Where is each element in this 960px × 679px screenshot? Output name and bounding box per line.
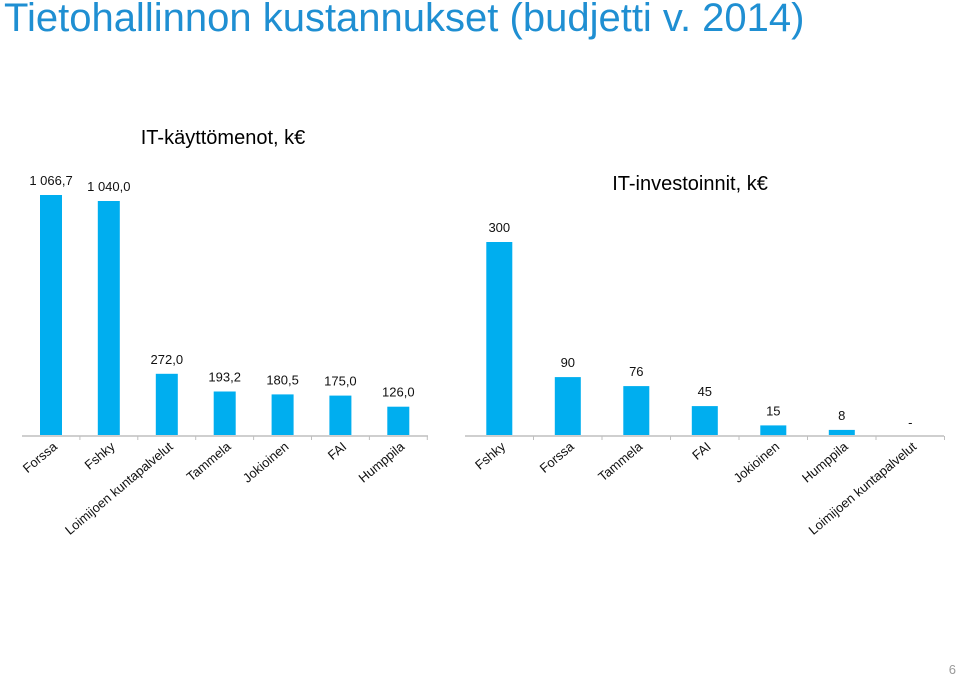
- category-label-forssa: Forssa: [20, 438, 61, 476]
- bar-humppila: [387, 406, 410, 435]
- bar-fai: [329, 395, 352, 435]
- value-labels-investments: 300 90 76 45 15 8 -: [488, 220, 912, 430]
- value-label-jokioinen: 15: [766, 403, 780, 418]
- value-label-fshky: 1 040,0: [87, 179, 130, 194]
- value-label-forssa: 1 066,7: [29, 173, 72, 188]
- it-investments-chart: IT-investoinnit, k€ 300 90 76 45 15 8 - Fshky F…: [465, 173, 945, 538]
- bar-fai: [691, 406, 718, 435]
- value-label-humppila: 126,0: [382, 385, 415, 400]
- value-label-jokioinen: 180,5: [266, 372, 299, 387]
- chart-title-operating-costs: IT-käyttömenot, k€: [141, 127, 306, 149]
- it-operating-costs-chart: IT-käyttömenot, k€ 1 066,7 1 040,0 272,0 19…: [20, 127, 428, 538]
- bar-fshky: [97, 201, 120, 435]
- category-label-fshky: Fshky: [82, 438, 119, 472]
- bars-investments: [486, 242, 945, 440]
- category-label-fai: FAI: [325, 439, 350, 463]
- value-label-tammela: 193,2: [208, 370, 241, 385]
- chart-title-investments: IT-investoinnit, k€: [612, 173, 768, 195]
- bar-tammela: [213, 391, 236, 435]
- category-label-tammela: Tammela: [184, 438, 235, 484]
- bars-operating-costs: [40, 195, 428, 440]
- value-label-forssa: 90: [561, 355, 575, 370]
- category-label-humppila: Humppila: [356, 438, 408, 485]
- value-label-humppila: 8: [838, 408, 845, 423]
- category-label-loimijoen-kuntapalvelut: Loimijoen kuntapalvelut: [62, 439, 176, 538]
- category-labels-investments: Fshky Forssa Tammela FAI Jokioinen HumppilaLo…: [472, 438, 919, 537]
- value-label-fai: 175,0: [324, 374, 357, 389]
- value-label-tammela: 76: [629, 364, 643, 379]
- value-label-loimijoen-kuntapalvelut: -: [908, 415, 912, 430]
- category-label-jokioinen: Jokioinen: [240, 439, 292, 486]
- category-label-forssa: Forssa: [537, 438, 578, 476]
- bar-fshky: [486, 242, 513, 435]
- bar-humppila: [828, 429, 855, 435]
- value-label-loimijoen-kuntapalvelut: 272,0: [151, 352, 184, 367]
- value-labels-operating-costs: 1 066,7 1 040,0 272,0 193,2 180,5 175,0 126,0: [29, 173, 414, 400]
- bar-jokioinen: [760, 425, 787, 436]
- bar-loimijoen-kuntapalvelut: [155, 373, 178, 435]
- bar-forssa: [40, 195, 62, 435]
- page-number: 6: [948, 662, 956, 677]
- bar-forssa: [554, 377, 581, 435]
- slide-title: Tietohallinnon kustannukset (budjetti v.…: [4, 0, 805, 40]
- category-label-humppila: Humppila: [799, 438, 851, 485]
- category-label-fshky: Fshky: [472, 438, 509, 472]
- value-label-fai: 45: [698, 384, 712, 399]
- bar-tammela: [623, 386, 650, 435]
- category-label-tammela: Tammela: [595, 438, 646, 484]
- category-label-jokioinen: Jokioinen: [731, 439, 783, 486]
- category-label-fai: FAI: [689, 439, 714, 463]
- bar-jokioinen: [271, 394, 294, 435]
- value-label-fshky: 300: [488, 220, 510, 235]
